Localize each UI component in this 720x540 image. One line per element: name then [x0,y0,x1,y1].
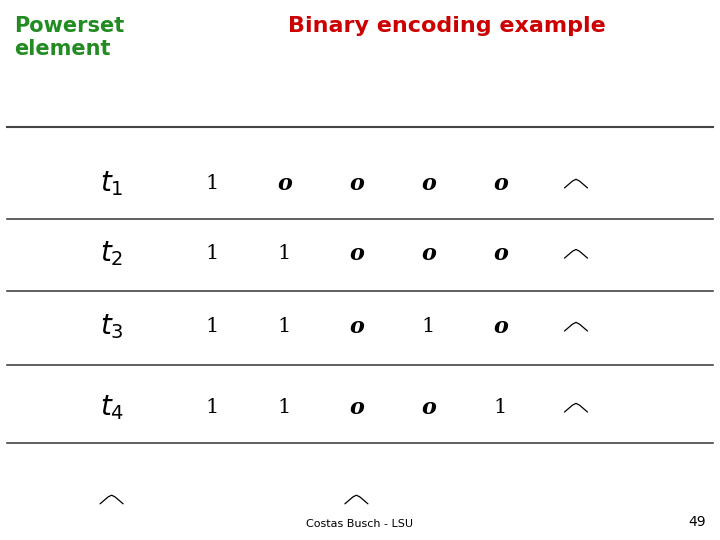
Text: 1: 1 [278,398,291,417]
Text: $t_1$: $t_1$ [100,169,123,198]
Text: 1: 1 [494,398,507,417]
Text: Binary encoding example: Binary encoding example [287,16,606,36]
Text: o: o [349,173,364,194]
Text: Powerset
element: Powerset element [14,16,125,59]
Text: 1: 1 [422,317,435,336]
Text: o: o [493,243,508,265]
Text: 49: 49 [688,515,706,529]
Text: $t_3$: $t_3$ [100,312,123,341]
Text: 1: 1 [206,398,219,417]
Text: o: o [493,316,508,338]
Text: 1: 1 [206,317,219,336]
Text: $t_4$: $t_4$ [99,393,124,422]
Text: 1: 1 [278,317,291,336]
Text: 1: 1 [206,244,219,264]
Text: Costas Busch - LSU: Costas Busch - LSU [307,519,413,529]
Text: o: o [421,173,436,194]
Text: o: o [277,173,292,194]
Text: o: o [349,243,364,265]
Text: o: o [349,397,364,418]
Text: $t_2$: $t_2$ [100,239,123,268]
Text: o: o [493,173,508,194]
Text: o: o [349,316,364,338]
Text: o: o [421,397,436,418]
Text: 1: 1 [278,244,291,264]
Text: 1: 1 [206,174,219,193]
Text: o: o [421,243,436,265]
